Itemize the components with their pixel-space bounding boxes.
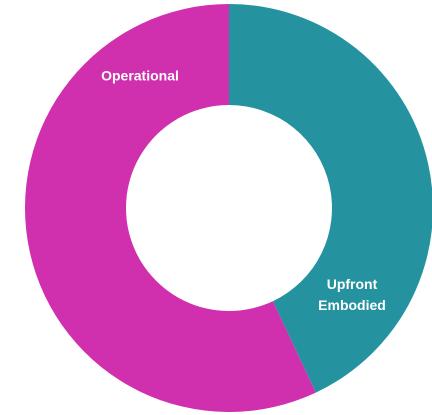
- donut-slice: [25, 4, 316, 412]
- donut-slice: [229, 4, 432, 393]
- slice-label: Operational: [101, 68, 179, 84]
- slice-label: Upfront Embodied: [318, 276, 386, 313]
